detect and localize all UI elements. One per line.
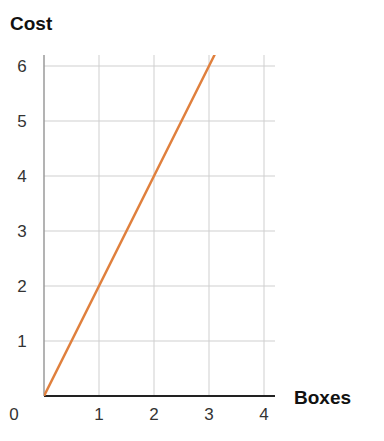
y-tick-label: 4	[17, 167, 26, 186]
y-tick-label: 3	[17, 222, 26, 241]
x-tick-label: 1	[94, 405, 103, 424]
x-tick-label: 0	[9, 405, 18, 424]
x-tick-label: 4	[259, 405, 268, 424]
y-grid-line	[44, 286, 275, 287]
x-axis	[44, 395, 275, 397]
y-axis	[43, 55, 45, 396]
y-grid-line	[44, 341, 275, 342]
y-grid-line	[44, 231, 275, 232]
plot-area	[44, 55, 215, 396]
y-grid-line	[44, 121, 275, 122]
x-tick-label: 3	[204, 405, 213, 424]
y-tick-label: 6	[17, 57, 26, 76]
y-grid-line	[44, 176, 275, 177]
x-grid-line	[264, 55, 265, 396]
x-grid-line	[154, 55, 155, 396]
y-axis-label: Cost	[10, 13, 53, 34]
x-grid-line	[209, 55, 210, 396]
x-axis-label: Boxes	[294, 387, 351, 408]
chart: 0 1 2 3 4 1 2 3 4 5 6 Cost Boxes	[0, 0, 384, 441]
cost-line	[44, 55, 215, 396]
y-tick-label: 5	[17, 112, 26, 131]
y-grid-line	[44, 66, 275, 67]
x-grid-line	[99, 55, 100, 396]
y-tick-label: 2	[17, 277, 26, 296]
y-tick-label: 1	[17, 332, 26, 351]
x-tick-label: 2	[149, 405, 158, 424]
